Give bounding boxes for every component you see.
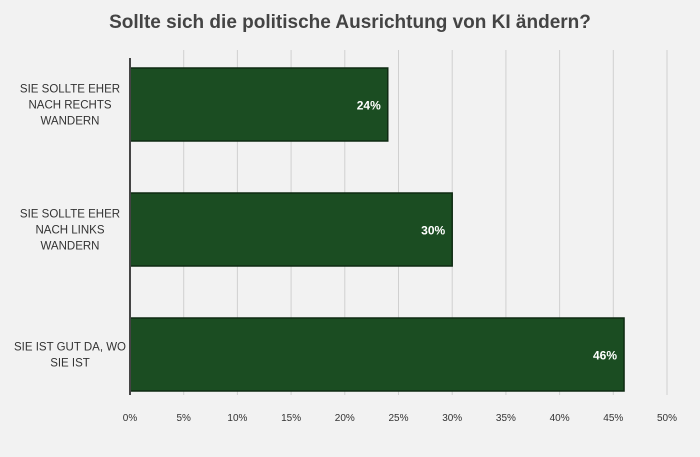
x-tick-label: 40% [550, 413, 570, 424]
category-label-line: SIE IST [50, 358, 90, 370]
category-label: SIE SOLLTE EHER NACH LINKS WANDERN [20, 209, 120, 253]
category-label-line: SIE IST GUT DA, WO [14, 342, 126, 354]
x-tick-label: 5% [176, 413, 191, 424]
bar [129, 317, 625, 392]
category-label-line: SIE SOLLTE EHER [20, 84, 120, 96]
data-label: 46% [593, 349, 617, 363]
data-label: 24% [357, 99, 381, 113]
x-tick-labels: 0% 5% 10% 15% 20% 25% 30% 35% 40% 45% 50% [123, 413, 677, 424]
bar [129, 67, 389, 142]
category-label-line: SIE SOLLTE EHER [20, 209, 120, 221]
bars: 24% 30% 46% [129, 67, 625, 392]
x-tick-label: 25% [388, 413, 408, 424]
category-label-line: NACH RECHTS [28, 100, 111, 112]
x-tick-label: 20% [335, 413, 355, 424]
category-label-line: WANDERN [41, 241, 100, 253]
category-label: SIE SOLLTE EHER NACH RECHTS WANDERN [20, 84, 120, 128]
category-label-line: WANDERN [41, 116, 100, 128]
x-tick-label: 30% [442, 413, 462, 424]
x-tick-label: 10% [227, 413, 247, 424]
chart-title: Sollte sich die politische Ausrichtung v… [109, 12, 591, 33]
category-label: SIE IST GUT DA, WO SIE IST [14, 342, 126, 370]
x-tick-label: 15% [281, 413, 301, 424]
x-tick-label: 0% [123, 413, 138, 424]
data-label: 30% [421, 224, 445, 238]
category-label-line: NACH LINKS [35, 225, 104, 237]
x-tick-label: 35% [496, 413, 516, 424]
x-tick-label: 50% [657, 413, 677, 424]
x-tick-label: 45% [603, 413, 623, 424]
bar [129, 192, 453, 267]
